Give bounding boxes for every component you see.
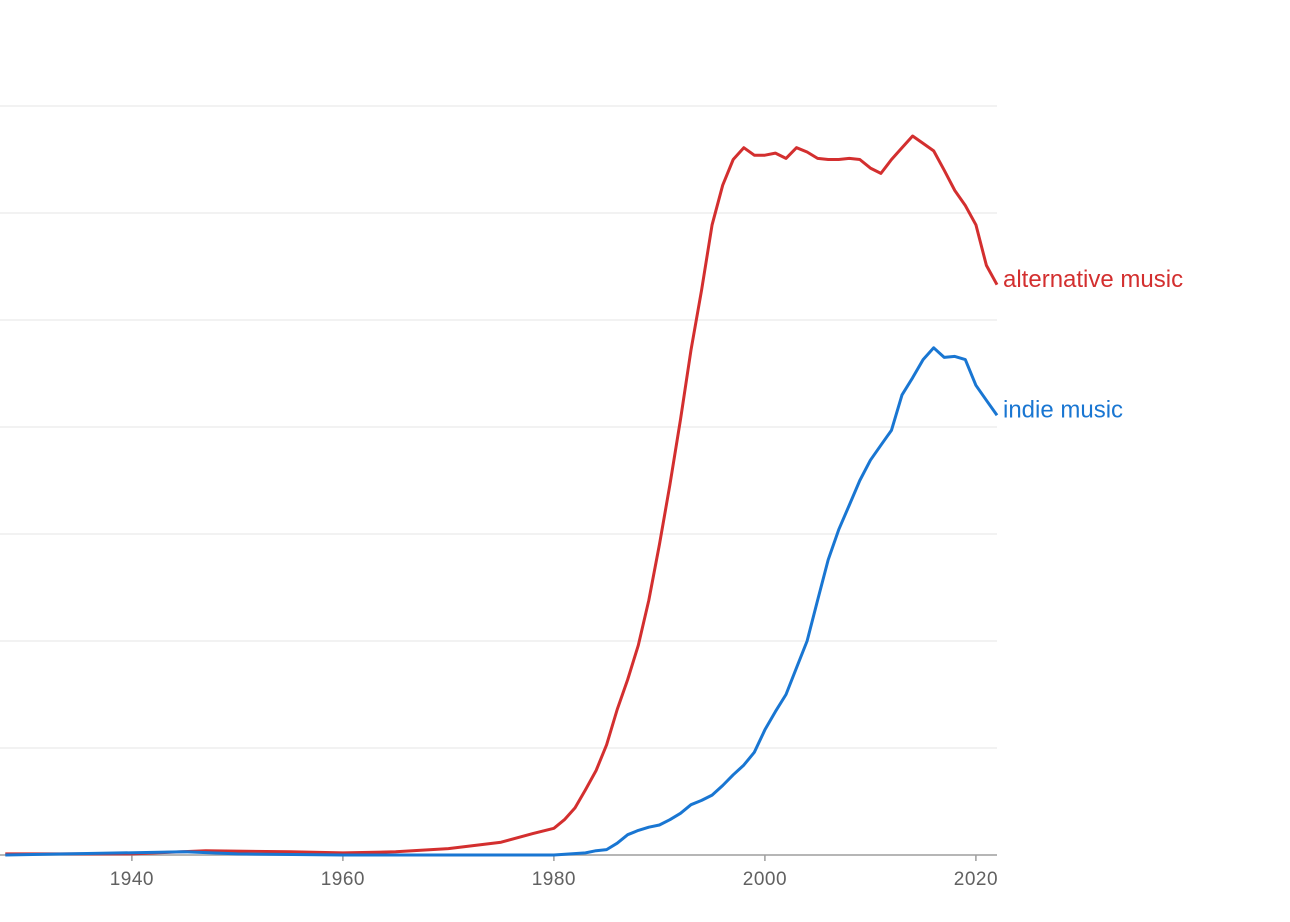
- series-label: indie music: [1003, 397, 1123, 424]
- x-tick-label: 2020: [954, 869, 998, 890]
- x-tick-label: 1980: [532, 869, 576, 890]
- x-tick-label: 1940: [110, 869, 154, 890]
- series-line: [5, 134, 999, 856]
- series-line: [5, 346, 999, 857]
- x-tick-label: 2000: [743, 869, 787, 890]
- series-label: alternative music: [1003, 266, 1183, 293]
- x-tick-label: 1960: [321, 869, 365, 890]
